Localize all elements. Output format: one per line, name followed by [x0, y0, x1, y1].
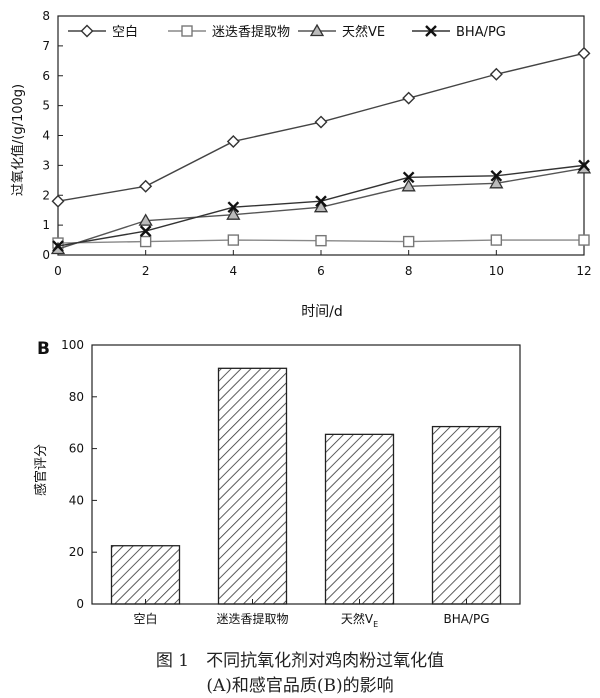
y-tick-label: 2	[42, 188, 50, 202]
data-point	[490, 234, 503, 246]
y-tick-label: 100	[61, 338, 84, 352]
data-point	[226, 134, 240, 148]
chart-a-plot-frame	[57, 15, 585, 256]
bar	[324, 433, 395, 605]
legend-label: 天然VE	[342, 24, 385, 40]
data-point	[227, 201, 240, 214]
data-point	[314, 115, 328, 129]
legend-item: 迷迭香提取物	[168, 24, 290, 40]
y-tick-label: 20	[69, 545, 84, 559]
y-tick-label: 60	[69, 442, 84, 456]
y-tick-label: 80	[69, 390, 84, 404]
legend-marker	[181, 25, 193, 37]
x-tick-label: 4	[230, 264, 238, 278]
legend-label: BHA/PG	[456, 25, 506, 40]
chart-b-panel-label: B	[37, 339, 50, 359]
y-tick-label: 8	[42, 9, 50, 23]
series-x	[52, 159, 590, 252]
data-point	[313, 199, 329, 213]
chart-a-series	[50, 46, 592, 255]
y-tick-label: 6	[42, 69, 50, 83]
figure-caption-line-2: (A)和感官品质(B)的影响	[206, 676, 394, 696]
data-point	[490, 169, 503, 182]
legend-marker	[425, 25, 437, 37]
x-tick-label: 空白	[133, 611, 157, 626]
x-tick-label: 迷迭香提取物	[216, 611, 288, 626]
bar	[431, 425, 502, 605]
data-point	[226, 207, 241, 220]
chart-a-x-axis-label: 时间/d	[301, 304, 343, 320]
chart-b-y-axis-label: 感官评分	[33, 444, 49, 496]
chart-a-y-axis-label: 过氧化值/(g/100g)	[10, 84, 26, 196]
data-point	[139, 235, 152, 248]
chart-b-sensory-bar-chart: B 0 20 40 60 80 100 空白 迷迭香提取物 天然VE BHA/PG 感官评分	[33, 338, 521, 629]
legend-label: 空白	[112, 24, 138, 40]
data-point	[489, 175, 504, 189]
x-tick-label: 10	[489, 264, 504, 278]
x-tick-label: 2	[142, 264, 150, 278]
legend-label: 迷迭香提取物	[212, 24, 290, 40]
y-tick-label: 1	[42, 218, 50, 232]
y-tick-label: 4	[42, 129, 50, 143]
x-tick-label: 6	[317, 264, 325, 278]
y-tick-label: 40	[69, 493, 84, 507]
chart-b-ticks: 0 20 40 60 80 100	[61, 338, 97, 611]
y-tick-label: 0	[42, 248, 50, 262]
figure-caption-line-1: 图 1 不同抗氧化剂对鸡肉粉过氧化值	[155, 651, 445, 671]
chart-b-bars: 空白 迷迭香提取物 天然VE BHA/PG	[110, 367, 502, 629]
data-point	[52, 240, 64, 252]
series-square	[52, 234, 590, 249]
series-diamond	[51, 46, 591, 208]
x-tick-label: 8	[405, 264, 413, 278]
bar	[110, 545, 181, 605]
y-tick-label: 0	[76, 597, 84, 611]
legend-marker	[309, 23, 325, 37]
x-tick-label: 0	[54, 264, 62, 278]
x-tick-label: 12	[576, 264, 591, 278]
data-point	[51, 194, 65, 208]
legend-item: BHA/PG	[412, 25, 506, 40]
data-point	[315, 195, 327, 208]
x-tick-label: 天然VE	[341, 611, 378, 629]
data-point	[578, 234, 590, 246]
y-tick-label: 5	[42, 99, 50, 113]
data-point	[402, 91, 416, 105]
y-tick-label: 7	[42, 39, 50, 53]
chart-a-legend: 空白 迷迭香提取物 天然VE BHA/PG	[68, 23, 506, 40]
data-point	[489, 67, 503, 81]
data-point	[227, 234, 240, 246]
data-point	[139, 225, 152, 237]
data-point	[402, 235, 415, 248]
data-point	[402, 171, 415, 184]
legend-item: 空白	[68, 24, 138, 40]
data-point	[139, 179, 153, 193]
chart-a-axes	[57, 15, 585, 256]
chart-b-plot-frame	[91, 344, 521, 605]
y-tick-label: 3	[42, 158, 50, 172]
data-point	[578, 159, 590, 172]
data-point	[138, 213, 153, 226]
bar	[217, 367, 288, 605]
data-point	[401, 178, 416, 192]
x-tick-label: BHA/PG	[443, 612, 489, 626]
data-point	[315, 234, 327, 247]
legend-marker	[80, 24, 94, 38]
chart-b-axes	[91, 344, 521, 605]
legend-item: 天然VE	[298, 23, 385, 40]
data-point	[577, 46, 591, 60]
